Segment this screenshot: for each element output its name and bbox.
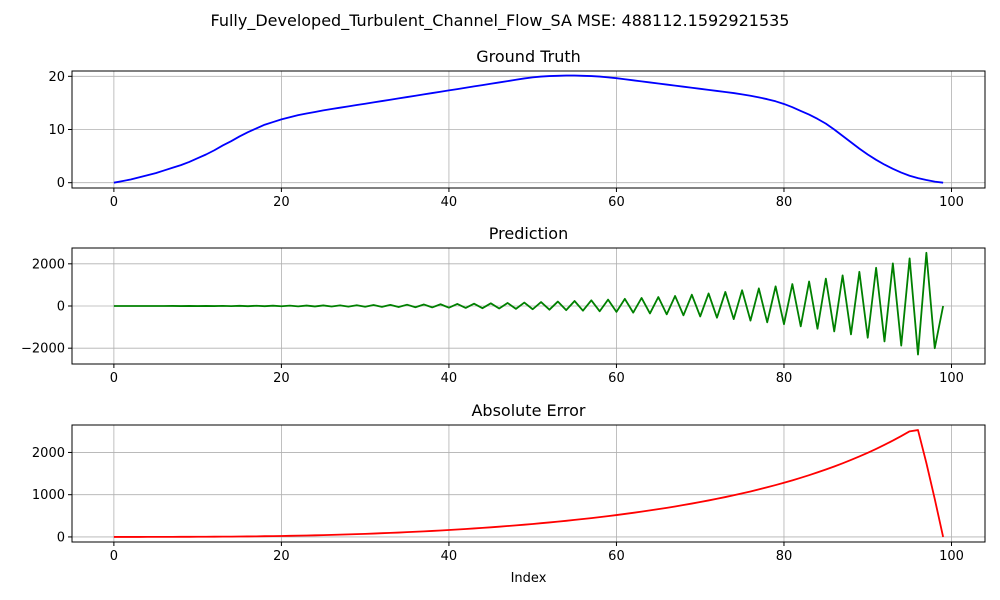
x-tick-label: 80 bbox=[776, 371, 793, 386]
subplot-1: 0 20 40 60 80 100 0 10 20 Ground Truth bbox=[48, 47, 986, 210]
x-tick-label: 100 bbox=[939, 195, 964, 210]
x-tick-label: 60 bbox=[608, 195, 625, 210]
y-tick-label: −2000 bbox=[21, 342, 65, 357]
x-tick-label: 100 bbox=[939, 549, 964, 564]
figure-suptitle: Fully_Developed_Turbulent_Channel_Flow_S… bbox=[211, 11, 790, 31]
x-tick-label: 0 bbox=[110, 549, 118, 564]
y-tick-label: 1000 bbox=[32, 488, 65, 503]
y-tick-label: 2000 bbox=[32, 257, 65, 272]
x-tick-label: 0 bbox=[110, 195, 118, 210]
x-tick-label: 20 bbox=[273, 371, 290, 386]
subplot-title: Ground Truth bbox=[476, 47, 581, 66]
subplot-title: Absolute Error bbox=[471, 401, 585, 420]
x-tick-label: 40 bbox=[441, 549, 458, 564]
y-tick-label: 0 bbox=[57, 530, 65, 545]
x-tick-label: 0 bbox=[110, 371, 118, 386]
axes-frame bbox=[71, 424, 986, 543]
series-line bbox=[113, 251, 945, 356]
series-line bbox=[113, 429, 944, 538]
series-line bbox=[113, 74, 944, 184]
x-tick-label: 80 bbox=[776, 195, 793, 210]
subplot-title: Prediction bbox=[489, 224, 568, 243]
x-tick-label: 60 bbox=[608, 371, 625, 386]
x-tick-label: 80 bbox=[776, 549, 793, 564]
y-tick-label: 0 bbox=[57, 300, 65, 315]
x-tick-label: 20 bbox=[273, 549, 290, 564]
x-tick-label: 40 bbox=[441, 371, 458, 386]
x-tick-label: 40 bbox=[441, 195, 458, 210]
y-tick-label: 0 bbox=[57, 176, 65, 191]
x-tick-label: 60 bbox=[608, 549, 625, 564]
x-tick-label: 100 bbox=[939, 371, 964, 386]
y-tick-label: 20 bbox=[48, 70, 65, 85]
x-axis-label: Index bbox=[511, 571, 547, 586]
x-tick-label: 20 bbox=[273, 195, 290, 210]
y-tick-label: 2000 bbox=[32, 446, 65, 461]
subplot-2: 0 20 40 60 80 100 −2000 0 2000 Prediction bbox=[21, 224, 986, 386]
y-tick-label: 10 bbox=[48, 123, 65, 138]
